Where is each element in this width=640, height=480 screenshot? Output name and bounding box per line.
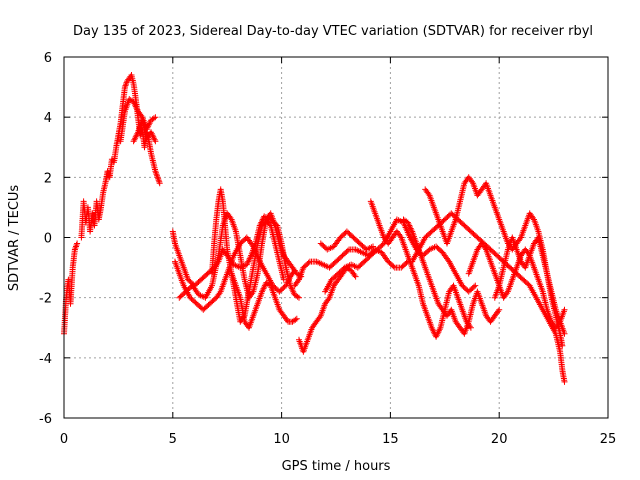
data-point-markers <box>400 216 503 337</box>
y-tick-label: 0 <box>44 232 52 247</box>
data-markers <box>61 72 568 385</box>
series-c3 <box>322 216 479 295</box>
y-tick-label: 2 <box>44 171 52 186</box>
series-c4 <box>367 198 474 340</box>
series-a4 <box>130 117 159 145</box>
y-axis-label: SDTVAR / TECUs <box>7 185 22 292</box>
x-tick-label: 25 <box>600 432 617 447</box>
tick-labels: 0 5 10 15 20 25 -6 -4 -2 0 2 4 6 <box>39 51 616 447</box>
series-b6 <box>296 264 359 355</box>
y-tick-label: 4 <box>44 111 52 126</box>
series-b5 <box>228 216 287 325</box>
x-tick-label: 5 <box>169 432 177 447</box>
y-tick-label: -2 <box>39 292 52 307</box>
series-d4 <box>491 234 568 337</box>
data-point-markers <box>296 264 359 355</box>
chart-title: Day 135 of 2023, Sidereal Day-to-day VTE… <box>73 24 593 39</box>
data-point-markers <box>491 234 568 337</box>
series-c2 <box>317 228 376 253</box>
series-d3 <box>465 240 568 331</box>
y-tick-label: -4 <box>39 352 52 367</box>
data-point-markers <box>322 216 479 295</box>
x-tick-label: 0 <box>60 432 68 447</box>
data-point-markers <box>209 186 300 331</box>
data-point-markers <box>130 117 159 145</box>
y-tick-label: -6 <box>39 412 52 427</box>
x-tick-label: 10 <box>273 432 290 447</box>
data-point-markers <box>317 228 376 253</box>
plot-frame <box>63 56 609 419</box>
x-axis-label: GPS time / hours <box>282 459 391 474</box>
grid-lines <box>64 57 608 418</box>
series-a2 <box>78 72 163 241</box>
series-c5 <box>400 216 503 337</box>
y-tick-label: 6 <box>44 51 52 66</box>
data-point-markers <box>367 198 474 340</box>
series-b4 <box>209 186 300 331</box>
x-tick-label: 20 <box>491 432 508 447</box>
data-point-markers <box>78 72 163 241</box>
x-tick-label: 15 <box>382 432 399 447</box>
data-point-markers <box>465 240 568 331</box>
data-point-markers <box>228 216 287 325</box>
